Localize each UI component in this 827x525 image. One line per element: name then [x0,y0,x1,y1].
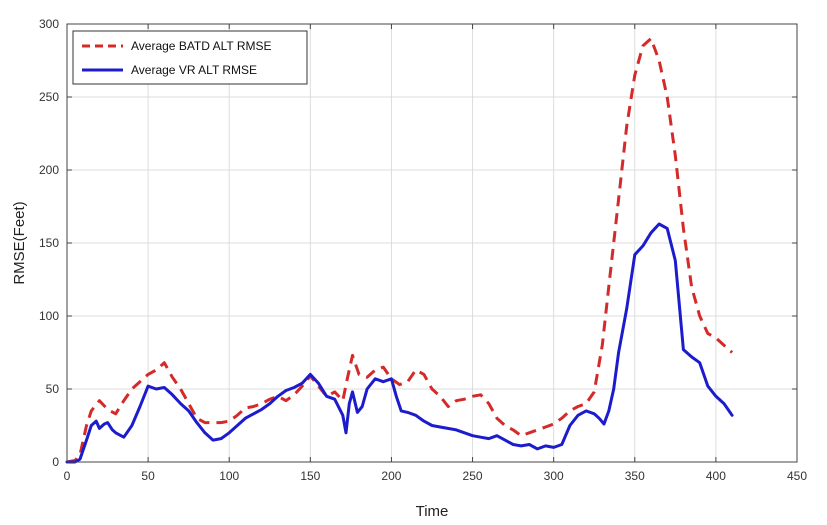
legend-label-batd: Average BATD ALT RMSE [131,39,272,53]
x-tick-label: 400 [706,469,726,483]
y-tick-label: 100 [39,309,59,323]
x-tick-label: 250 [463,469,483,483]
series-lines [65,37,734,464]
y-tick-label: 150 [39,236,59,250]
series-line-0 [66,37,734,464]
x-tick-label: 200 [381,469,401,483]
legend: Average BATD ALT RMSE Average VR ALT RMS… [72,30,308,85]
x-tick-label: 450 [787,469,807,483]
x-axis-title: Time [416,503,449,520]
y-tick-label: 250 [39,90,59,104]
y-tick-label: 200 [39,163,59,177]
y-tick-label: 300 [39,17,59,31]
series-line-1 [65,222,734,464]
axis-ticks: 0 50 100 150 200 250 300 350 400 450 0 50 100 150 200 2… [39,17,807,483]
grid-lines [67,24,797,462]
y-axis-title: RMSE(Feet) [11,201,28,284]
x-tick-label: 350 [625,469,645,483]
x-tick-label: 100 [219,469,239,483]
x-tick-label: 0 [64,469,71,483]
x-tick-label: 50 [141,469,155,483]
y-tick-label: 50 [46,382,60,396]
y-tick-label: 0 [52,455,59,469]
x-tick-label: 150 [300,469,320,483]
legend-box [72,30,308,85]
legend-label-vr: Average VR ALT RMSE [131,63,257,77]
x-tick-label: 300 [544,469,564,483]
